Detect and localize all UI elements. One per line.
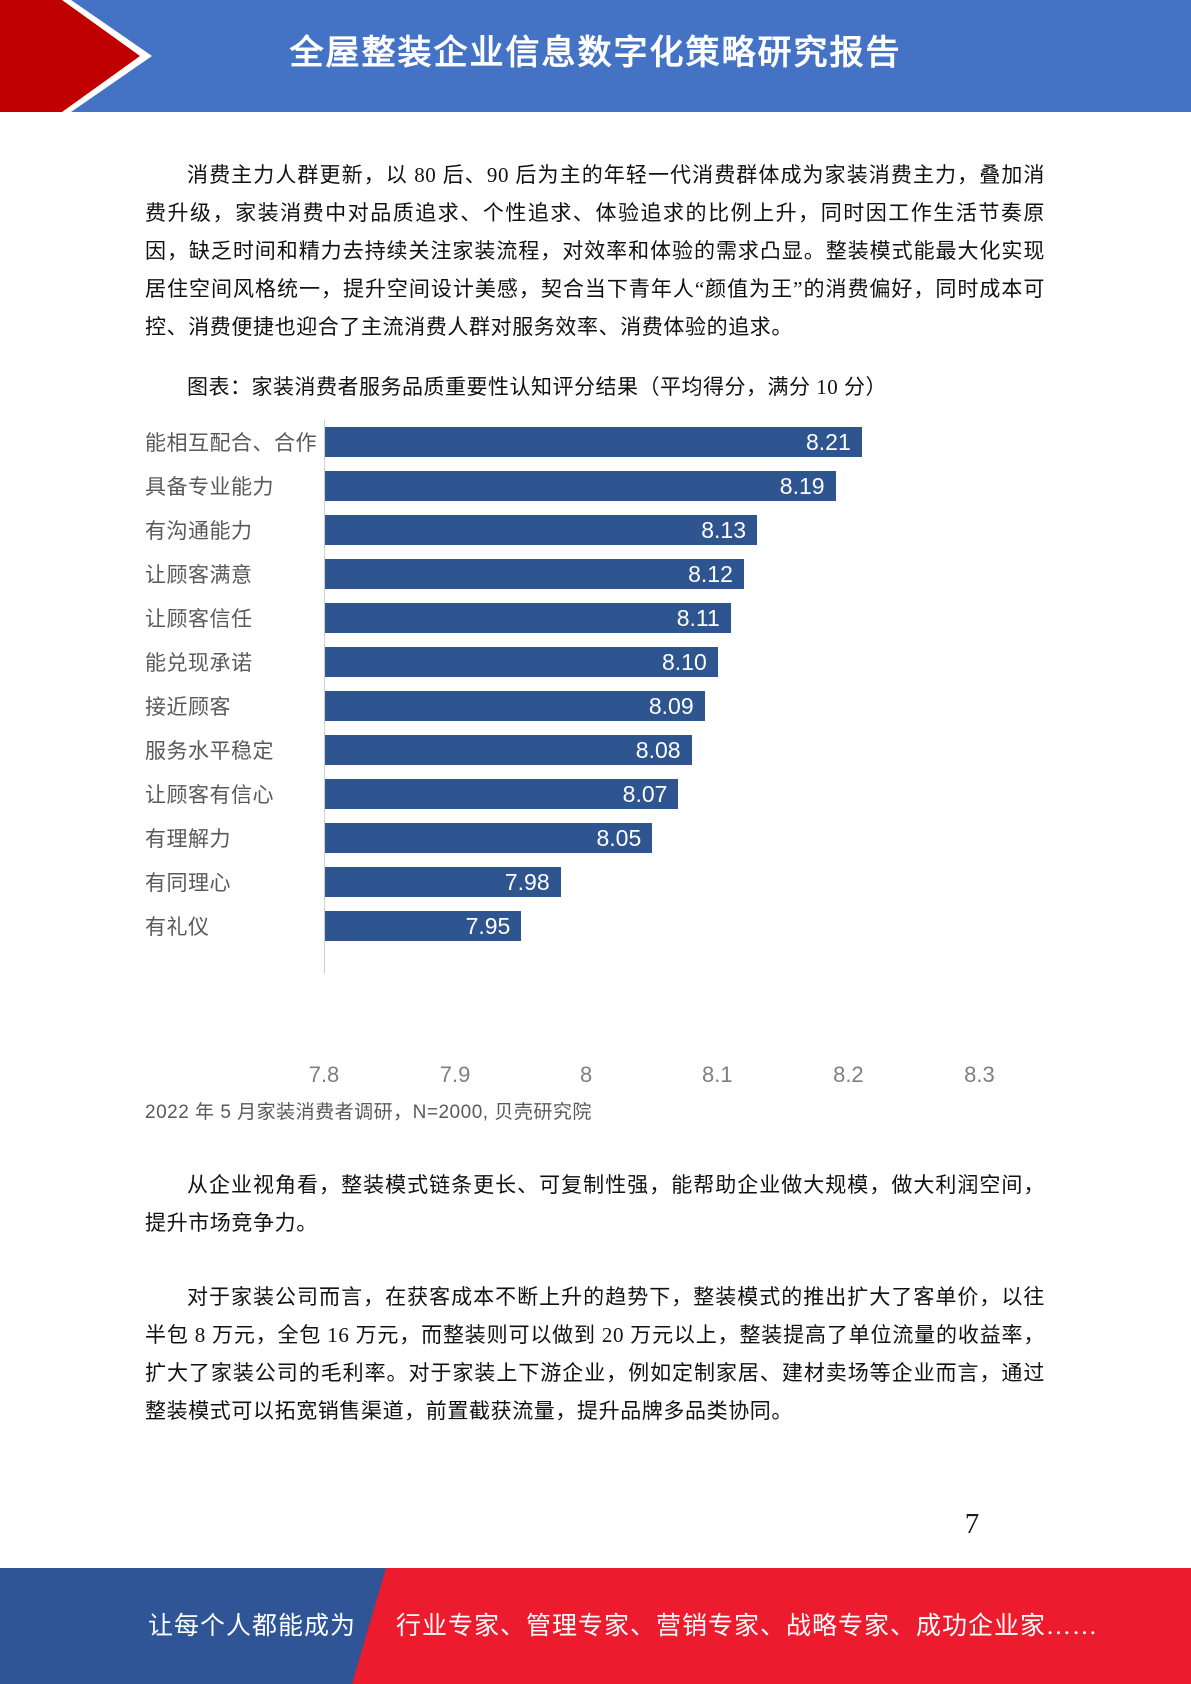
chart-row: 服务水平稳定 8.08 [145, 728, 1045, 772]
chart-x-axis-ticks: 7.8 7.9 8 8.1 8.2 8.3 [309, 1060, 1045, 1090]
footer-red-band [352, 1568, 1191, 1684]
paragraph-company-economics: 对于家装公司而言，在获客成本不断上升的趋势下，整装模式的推出扩大了客单价，以往半… [145, 1285, 1045, 1423]
chart-row: 有沟通能力 8.13 [145, 508, 1045, 552]
chart-bar-value-label: 7.95 [465, 913, 511, 939]
chart-category-label: 具备专业能力 [145, 476, 274, 499]
paragraph-consumer-trends: 消费主力人群更新，以 80 后、90 后为主的年轻一代消费群体成为家装消费主力，… [145, 163, 1045, 339]
chart-source-note: 2022 年 5 月家装消费者调研，N=2000, 贝壳研究院 [145, 1102, 592, 1123]
chart-bar-track: 8.21 [324, 420, 1045, 464]
chart-bar-value-label: 8.08 [635, 737, 681, 763]
chart-bar: 8.08 [325, 735, 692, 765]
chart-bar: 8.21 [325, 427, 862, 457]
chart-bar-track: 8.10 [324, 640, 1045, 684]
report-title: 全屋整装企业信息数字化策略研究报告 [289, 34, 902, 72]
chart-category-label: 有礼仪 [145, 916, 210, 939]
chart-bar-track: 8.12 [324, 552, 1045, 596]
chart-bar: 8.09 [325, 691, 705, 721]
chart-bar: 8.07 [325, 779, 679, 809]
chart-bar-track: 8.19 [324, 464, 1045, 508]
chart-row: 有同理心 7.98 [145, 860, 1045, 904]
chart-bar-track: 8.05 [324, 816, 1045, 860]
chart-bar-value-label: 8.09 [648, 693, 694, 719]
chart-category-label: 让顾客信任 [145, 608, 253, 631]
chart-x-tick-label: 8.1 [702, 1062, 733, 1087]
chart-row: 接近顾客 8.09 [145, 684, 1045, 728]
chart-row: 让顾客满意 8.12 [145, 552, 1045, 596]
chart-bar-value-label: 8.12 [688, 561, 733, 587]
chart-category-label: 能相互配合、合作 [145, 432, 317, 455]
chart-row: 具备专业能力 8.19 [145, 464, 1045, 508]
chart-row: 有理解力 8.05 [145, 816, 1045, 860]
page-header: 全屋整装企业信息数字化策略研究报告 [0, 0, 1191, 112]
chart-bar: 8.19 [325, 471, 836, 501]
chart-row: 有礼仪 7.95 [145, 904, 1045, 948]
chart-bar-track: 7.95 [324, 904, 1045, 948]
chart-bar-value-label: 7.98 [504, 869, 550, 895]
chart-category-label: 能兑现承诺 [145, 652, 253, 675]
chart-row: 能相互配合、合作 8.21 [145, 420, 1045, 464]
chart-x-tick-label: 8.2 [833, 1062, 864, 1087]
page-number: 7 [964, 1508, 980, 1540]
chart-bar-value-label: 8.21 [805, 429, 851, 455]
chart-bar-track: 8.13 [324, 508, 1045, 552]
chart-bar: 8.11 [325, 603, 731, 633]
page-footer: 让每个人都能成为 行业专家、管理专家、营销专家、战略专家、成功企业家…… [0, 1568, 1191, 1684]
chart-category-label: 有同理心 [145, 872, 231, 895]
chart-axis-line-extension [324, 948, 1045, 974]
chart-x-tick-label: 7.8 [308, 1062, 340, 1087]
chart-bar-track: 7.98 [324, 860, 1045, 904]
chart-category-label: 让顾客满意 [145, 564, 253, 587]
chart-category-label: 有沟通能力 [145, 520, 253, 543]
chart-bar-value-label: 8.13 [701, 517, 746, 543]
chart-x-tick-label: 8 [580, 1062, 593, 1087]
chart-bar-track: 8.11 [324, 596, 1045, 640]
chart-category-label: 服务水平稳定 [145, 740, 274, 763]
chart-bar: 8.10 [325, 647, 718, 677]
chart-category-label: 让顾客有信心 [145, 784, 274, 807]
red-chevron-icon [0, 0, 152, 112]
footer-slogan-right: 行业专家、管理专家、营销专家、战略专家、成功企业家…… [396, 1613, 1099, 1640]
chart-bar-value-label: 8.11 [676, 605, 720, 631]
chart-row: 能兑现承诺 8.10 [145, 640, 1045, 684]
chart-bar-value-label: 8.05 [596, 825, 642, 851]
chart-bar-track: 8.09 [324, 684, 1045, 728]
chart-bar: 7.95 [325, 911, 522, 941]
chart-category-label: 接近顾客 [145, 696, 231, 719]
chart-bar: 8.05 [325, 823, 653, 853]
chart-bar: 7.98 [325, 867, 561, 897]
chart-x-tick-label: 7.9 [439, 1062, 471, 1087]
chart-x-tick-label: 8.3 [964, 1062, 995, 1087]
chart-bar-track: 8.08 [324, 728, 1045, 772]
chart-row: 让顾客有信心 8.07 [145, 772, 1045, 816]
service-quality-bar-chart: 能相互配合、合作 8.21 具备专业能力 8.19 有沟通能力 8.13 让顾客满意 8.12… [145, 420, 1045, 1090]
footer-slogan-left: 让每个人都能成为 [148, 1613, 357, 1640]
chart-bar-value-label: 8.07 [622, 781, 668, 807]
page-content: 消费主力人群更新，以 80 后、90 后为主的年轻一代消费群体成为家装消费主力，… [0, 112, 1191, 1430]
chart-plot-area: 能相互配合、合作 8.21 具备专业能力 8.19 有沟通能力 8.13 让顾客满意 8.12… [145, 420, 1045, 948]
paragraph-enterprise-view: 从企业视角看，整装模式链条更长、可复制性强，能帮助企业做大规模，做大利润空间，提… [145, 1173, 1045, 1235]
chart-bar-value-label: 8.19 [779, 473, 825, 499]
chart-bar-value-label: 8.10 [661, 649, 707, 675]
chart-caption: 图表：家装消费者服务品质重要性认知评分结果（平均得分，满分 10 分） [187, 375, 887, 399]
chart-category-label: 有理解力 [145, 828, 231, 851]
chart-bar: 8.13 [325, 515, 757, 545]
chart-bar-track: 8.07 [324, 772, 1045, 816]
chart-bar: 8.12 [325, 559, 744, 589]
chart-row: 让顾客信任 8.11 [145, 596, 1045, 640]
